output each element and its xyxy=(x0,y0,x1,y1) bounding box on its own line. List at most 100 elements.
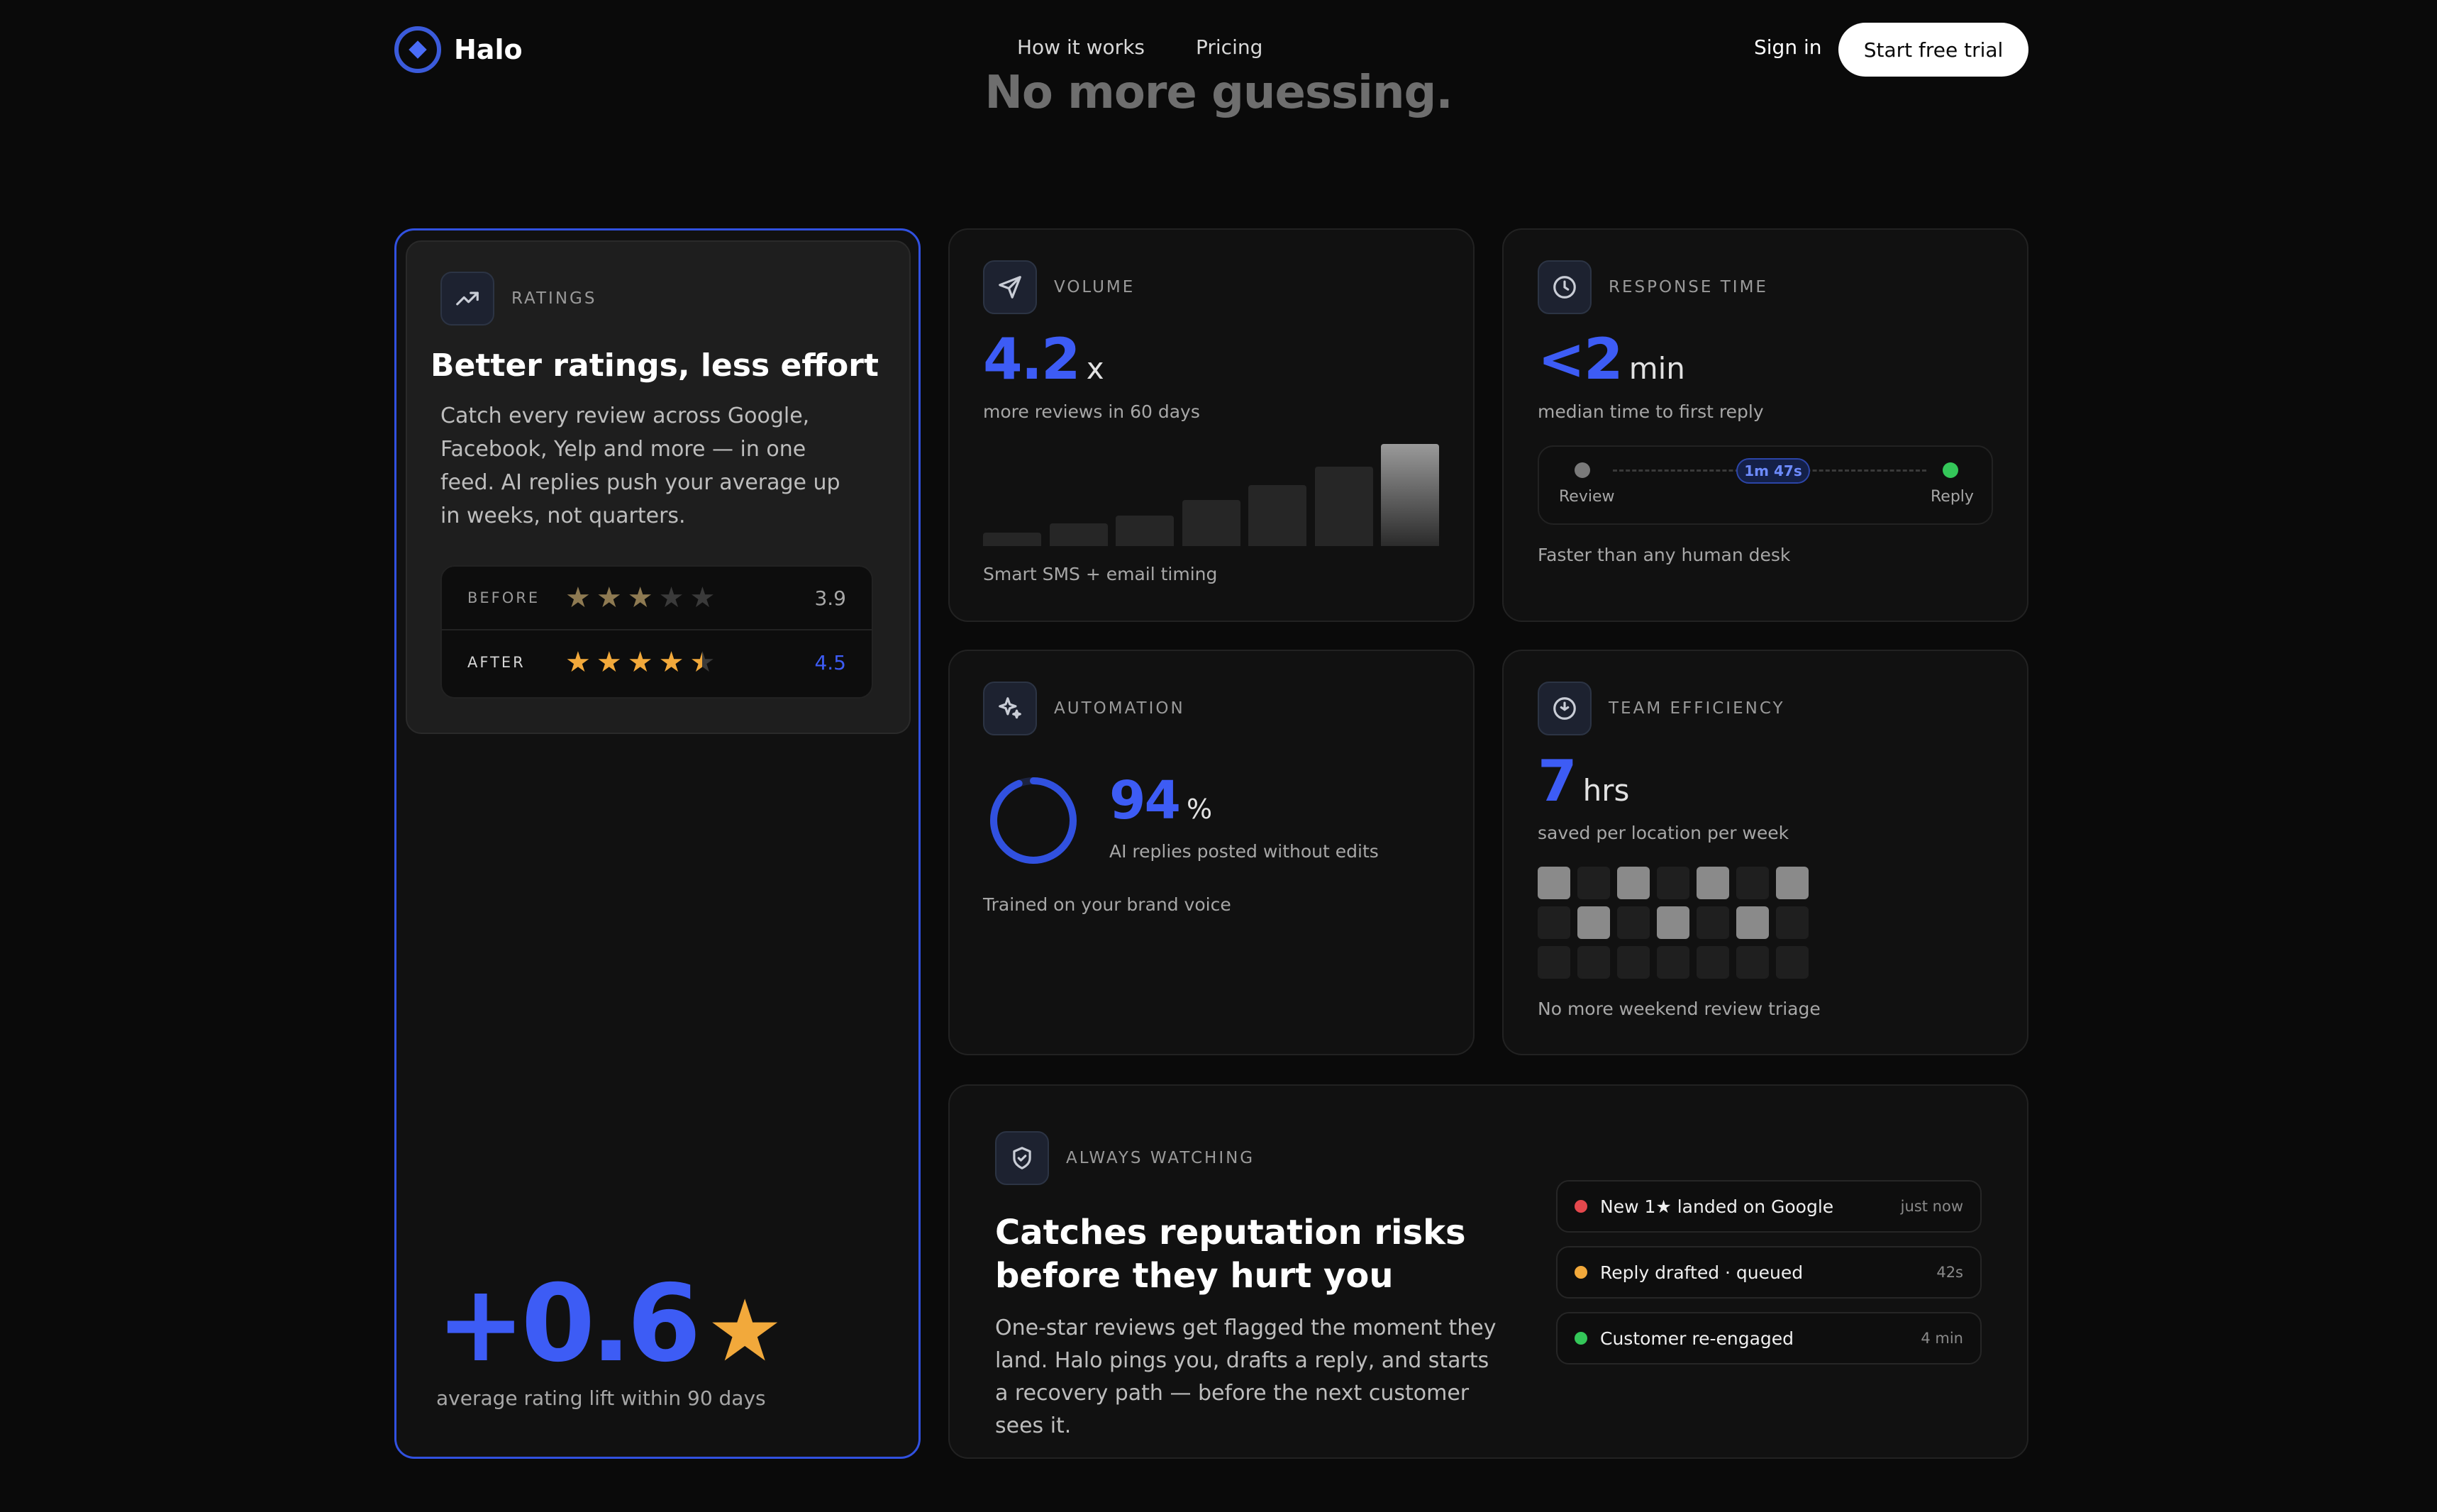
nav-link-how-it-works[interactable]: How it works xyxy=(1017,35,1145,59)
automation-footer: Trained on your brand voice xyxy=(983,894,1231,915)
feed-item: Customer re-engaged 4 min xyxy=(1556,1312,1982,1364)
team-value: 7 xyxy=(1538,748,1577,814)
ratings-description: Catch every review across Google, Facebo… xyxy=(440,404,840,528)
after-value: 4.5 xyxy=(814,650,846,674)
timer-icon xyxy=(1538,682,1592,735)
volume-bar xyxy=(983,533,1041,546)
star-icon: ★ xyxy=(706,1282,783,1381)
feed-item-text: Customer re-engaged xyxy=(1600,1328,1794,1349)
activity-cell xyxy=(1617,906,1650,939)
activity-cell xyxy=(1697,946,1729,979)
ratings-header: RATINGS xyxy=(440,272,596,326)
volume-bar xyxy=(1050,523,1108,546)
send-icon xyxy=(983,260,1037,314)
review-dot xyxy=(1575,462,1590,478)
team-activity-grid xyxy=(1538,867,1809,979)
trending-up-icon xyxy=(440,272,494,326)
rating-before-row: BEFORE ★ ★ ★ ★ ★ 3.9 xyxy=(442,567,872,630)
sign-in-link[interactable]: Sign in xyxy=(1754,35,1822,59)
star-icon: ★ xyxy=(565,582,591,614)
team-metric: 7 hrs xyxy=(1538,748,1629,814)
team-header: TEAM EFFICIENCY xyxy=(1538,682,1785,735)
star-icon: ★ xyxy=(627,646,653,679)
before-stars: ★ ★ ★ ★ ★ xyxy=(565,584,715,612)
star-icon: ★ xyxy=(596,582,622,614)
team-eyebrow: TEAM EFFICIENCY xyxy=(1609,699,1785,718)
activity-cell xyxy=(1538,946,1570,979)
automation-eyebrow: AUTOMATION xyxy=(1054,699,1185,718)
reply-label: Reply xyxy=(1931,488,1974,506)
volume-bar xyxy=(1116,516,1174,546)
activity-cell xyxy=(1736,906,1769,939)
feed-item: New 1★ landed on Google just now xyxy=(1556,1180,1982,1233)
feed-item-text: Reply drafted · queued xyxy=(1600,1262,1804,1283)
automation-unit: % xyxy=(1186,794,1213,825)
section-heading: No more guessing. xyxy=(984,67,1453,119)
activity-cell xyxy=(1776,867,1809,899)
activity-feed: New 1★ landed on Google just now Reply d… xyxy=(1556,1180,1982,1378)
half-star-icon: ★ xyxy=(689,646,716,679)
rating-lift: +0.6 ★ xyxy=(436,1262,783,1386)
response-timeline: 1m 47s Review Reply xyxy=(1538,445,1993,525)
star-icon: ★ xyxy=(658,646,684,679)
brand-logo[interactable]: Halo xyxy=(394,26,523,73)
team-unit: hrs xyxy=(1582,773,1630,808)
activity-cell xyxy=(1657,867,1689,899)
feed-item-time: just now xyxy=(1900,1198,1963,1215)
before-label: BEFORE xyxy=(467,589,540,606)
response-value: <2 xyxy=(1538,326,1623,392)
watch-title: Catches reputation risks before they hur… xyxy=(995,1213,1466,1296)
status-dot-orange xyxy=(1575,1266,1587,1279)
team-subtitle: saved per location per week xyxy=(1538,823,1789,843)
after-label: AFTER xyxy=(467,654,526,671)
activity-cell xyxy=(1736,946,1769,979)
activity-cell xyxy=(1577,946,1610,979)
volume-footer: Smart SMS + email timing xyxy=(983,564,1218,584)
volume-bar xyxy=(1248,485,1306,546)
volume-eyebrow: VOLUME xyxy=(1054,278,1136,296)
after-stars: ★ ★ ★ ★ ★ xyxy=(565,648,715,677)
rating-lift-caption: average rating lift within 90 days xyxy=(436,1386,766,1410)
response-eyebrow: RESPONSE TIME xyxy=(1609,278,1768,296)
team-footer: No more weekend review triage xyxy=(1538,999,1821,1019)
response-footer: Faster than any human desk xyxy=(1538,545,1791,565)
status-dot-red xyxy=(1575,1200,1587,1213)
watch-eyebrow: ALWAYS WATCHING xyxy=(1066,1149,1255,1167)
automation-value: 94 xyxy=(1109,770,1181,831)
duration-badge: 1m 47s xyxy=(1736,458,1810,484)
star-icon: ★ xyxy=(689,582,716,614)
volume-header: VOLUME xyxy=(983,260,1135,314)
star-icon: ★ xyxy=(627,582,653,614)
activity-cell xyxy=(1697,906,1729,939)
volume-subtitle: more reviews in 60 days xyxy=(983,401,1200,422)
rating-lift-value: +0.6 xyxy=(436,1262,701,1386)
rating-comparison: BEFORE ★ ★ ★ ★ ★ 3.9 AFTER ★ ★ ★ ★ ★ 4.5 xyxy=(440,565,873,699)
automation-metric: 94 % xyxy=(1109,770,1212,831)
response-header: RESPONSE TIME xyxy=(1538,260,1768,314)
activity-cell xyxy=(1617,867,1650,899)
clock-icon xyxy=(1538,260,1592,314)
sparkles-icon xyxy=(983,682,1037,735)
star-icon: ★ xyxy=(596,646,622,679)
start-free-trial-button[interactable]: Start free trial xyxy=(1838,23,2028,77)
volume-bar xyxy=(1381,444,1439,546)
feed-item: Reply drafted · queued 42s xyxy=(1556,1246,1982,1299)
automation-subtitle: AI replies posted without edits xyxy=(1109,841,1379,862)
before-value: 3.9 xyxy=(814,586,846,610)
feed-item-time: 42s xyxy=(1936,1264,1963,1281)
feed-item-text: New 1★ landed on Google xyxy=(1600,1196,1834,1217)
feed-item-time: 4 min xyxy=(1921,1330,1963,1347)
activity-cell xyxy=(1697,867,1729,899)
automation-header: AUTOMATION xyxy=(983,682,1185,735)
rating-after-row: AFTER ★ ★ ★ ★ ★ 4.5 xyxy=(442,630,872,694)
star-icon: ★ xyxy=(658,582,684,614)
nav-link-pricing[interactable]: Pricing xyxy=(1196,35,1263,59)
ratings-title: Better ratings, less effort xyxy=(431,348,879,384)
ratings-eyebrow: RATINGS xyxy=(511,289,597,308)
watch-description: One-star reviews get flagged the moment … xyxy=(995,1316,1497,1438)
response-subtitle: median time to first reply xyxy=(1538,401,1764,422)
activity-cell xyxy=(1776,906,1809,939)
activity-cell xyxy=(1776,946,1809,979)
reply-dot xyxy=(1943,462,1958,478)
volume-value: 4.2 xyxy=(983,326,1081,392)
